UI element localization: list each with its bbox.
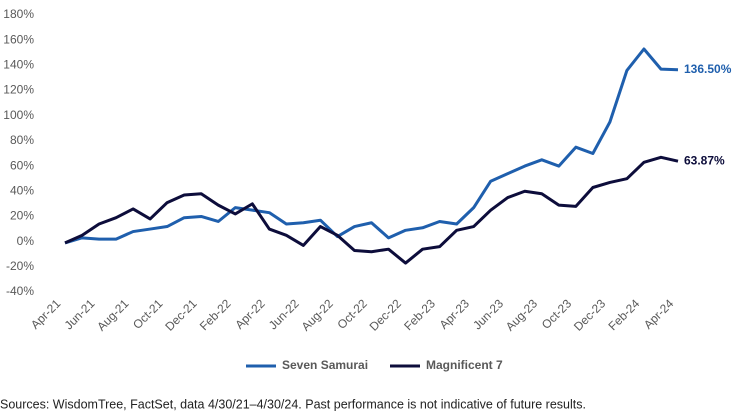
x-tick-label: Jun-22 [266,296,302,332]
x-tick-label: Feb-22 [197,296,234,333]
x-tick-label: Apr-23 [437,296,473,332]
y-tick-label: 80% [10,133,34,147]
x-tick-label: Aug-23 [503,296,540,333]
y-tick-label: 120% [3,83,34,97]
y-tick-label: -40% [6,284,34,298]
series-line [64,47,679,245]
x-tick-label: Oct-23 [539,296,575,332]
y-tick-label: 40% [10,183,34,197]
end-label: 63.87% [684,153,725,167]
x-tick-label: Aug-22 [299,296,336,333]
y-tick-label: 140% [3,58,34,72]
legend-label: Magnificent 7 [426,358,503,372]
y-tick-label: 0% [17,234,35,248]
x-tick-label: Dec-21 [162,296,199,333]
x-tick-label: Jun-23 [470,296,506,332]
x-tick-label: Apr-24 [641,296,677,332]
legend-label: Seven Samurai [282,358,368,372]
y-tick-label: 100% [3,108,34,122]
y-tick-label: 20% [10,209,34,223]
x-tick-label: Jun-21 [62,296,98,332]
x-tick-label: Apr-21 [28,296,64,332]
end-label: 136.50% [684,62,732,76]
x-tick-label: Oct-21 [130,296,166,332]
x-tick-label: Feb-24 [606,296,643,333]
x-tick-label: Dec-22 [367,296,404,333]
x-tick-label: Aug-21 [94,296,131,333]
x-tick-label: Oct-22 [334,296,370,332]
y-tick-label: -20% [6,259,34,273]
y-tick-label: 180% [3,7,34,21]
x-tick-label: Dec-23 [571,296,608,333]
series-line [64,155,679,265]
source-note: Sources: WisdomTree, FactSet, data 4/30/… [0,397,586,411]
y-tick-label: 160% [3,32,34,46]
x-tick-label: Apr-22 [232,296,268,332]
x-tick-label: Feb-23 [401,296,438,333]
y-tick-label: 60% [10,158,34,172]
